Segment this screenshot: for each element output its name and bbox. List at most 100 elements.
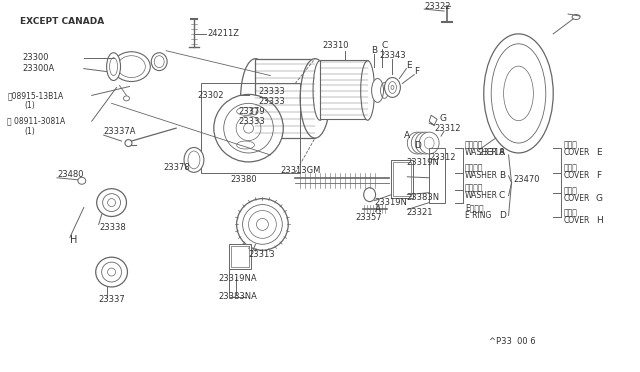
Ellipse shape [419,132,439,154]
Text: ワッシャ: ワッシャ [465,163,483,172]
Text: B: B [499,171,505,180]
Ellipse shape [184,148,204,172]
Text: 23322: 23322 [424,1,451,10]
Text: 23319N: 23319N [374,198,408,207]
Text: 23319NA: 23319NA [219,273,257,282]
Text: A: A [374,205,381,214]
Text: ^P33  00 6: ^P33 00 6 [489,337,535,346]
Text: G: G [596,194,603,203]
Text: 23312: 23312 [434,124,461,133]
Ellipse shape [241,59,270,138]
Text: カバー: カバー [563,163,577,172]
Text: COVER: COVER [563,171,589,180]
Text: 23321: 23321 [406,208,433,217]
Ellipse shape [484,34,553,153]
Text: 23378: 23378 [163,163,190,172]
Ellipse shape [407,132,427,154]
Text: (1): (1) [24,101,35,110]
Text: 23319N: 23319N [406,158,439,167]
Text: 23310: 23310 [322,41,349,50]
Text: C: C [499,191,505,200]
Text: 23338: 23338 [100,223,127,232]
Text: カバー: カバー [563,186,577,195]
Text: 23300: 23300 [22,53,49,62]
Ellipse shape [237,199,288,250]
Ellipse shape [214,94,284,162]
Bar [228,244,250,269]
Text: WASHER: WASHER [465,148,498,157]
Ellipse shape [572,15,580,19]
Text: カバー: カバー [563,141,577,150]
Text: F: F [414,67,419,76]
Text: COVER: COVER [563,216,589,225]
Text: 23480: 23480 [57,170,83,179]
Text: 23379: 23379 [239,107,265,116]
Bar [201,83,300,173]
Text: Eリング: Eリング [465,203,484,212]
Text: E RING: E RING [465,211,492,220]
Bar [230,246,248,267]
Ellipse shape [372,78,383,102]
Text: 23313: 23313 [248,250,275,259]
Text: 23333: 23333 [259,87,285,96]
Text: D: D [499,211,506,220]
Text: 23357: 23357 [356,213,382,222]
Text: 23470: 23470 [513,175,540,184]
Ellipse shape [97,189,127,217]
Text: 23337: 23337 [99,295,125,304]
Bar [394,162,412,196]
Text: E: E [406,61,412,70]
Text: 23313GM: 23313GM [280,166,321,175]
Text: ワッシャ: ワッシャ [465,141,483,150]
Text: 23333: 23333 [259,97,285,106]
Ellipse shape [125,140,132,147]
Ellipse shape [385,77,401,97]
Text: WASHER: WASHER [465,171,498,180]
Text: 23300A: 23300A [22,64,54,73]
Bar [429,148,445,203]
Ellipse shape [251,108,258,115]
Bar [255,59,315,138]
Text: 23333: 23333 [239,117,266,126]
Text: G: G [439,114,446,123]
Text: (1): (1) [24,126,35,136]
Text: 23337A: 23337A [104,126,136,136]
Text: 23343: 23343 [380,51,406,60]
Text: カバー: カバー [563,208,577,217]
Ellipse shape [364,188,376,202]
Bar [320,60,367,119]
Text: A: A [404,131,410,140]
Text: 23312: 23312 [429,153,456,163]
Text: ワッシャ: ワッシャ [465,183,483,192]
Text: 23383N: 23383N [406,193,440,202]
Ellipse shape [361,61,374,120]
Text: H: H [70,235,77,245]
Text: 23383NA: 23383NA [219,292,258,301]
Text: Ⓝ 08911-3081A: Ⓝ 08911-3081A [8,117,66,126]
Text: COVER: COVER [563,148,589,157]
Ellipse shape [313,61,327,120]
Text: B: B [372,46,378,55]
Ellipse shape [412,132,431,154]
Text: F: F [596,171,601,180]
Text: 23302: 23302 [197,91,223,100]
Text: COVER: COVER [563,194,589,203]
Text: A: A [499,148,505,157]
Text: E: E [596,148,602,157]
Ellipse shape [151,53,167,71]
Text: 23380: 23380 [230,175,257,184]
Ellipse shape [78,177,86,184]
Text: WASHER: WASHER [465,191,498,200]
Bar [392,160,413,198]
Text: H: H [596,216,603,225]
Ellipse shape [96,257,127,287]
Text: 24211Z: 24211Z [208,29,240,38]
Text: EXCEPT CANADA: EXCEPT CANADA [20,17,104,26]
Ellipse shape [124,96,129,101]
Ellipse shape [415,132,435,154]
Ellipse shape [107,53,120,80]
Text: D: D [414,141,421,150]
Text: Ⓦ08915-13B1A: Ⓦ08915-13B1A [8,91,63,100]
Text: 23318: 23318 [479,148,506,157]
Text: C: C [381,41,388,50]
